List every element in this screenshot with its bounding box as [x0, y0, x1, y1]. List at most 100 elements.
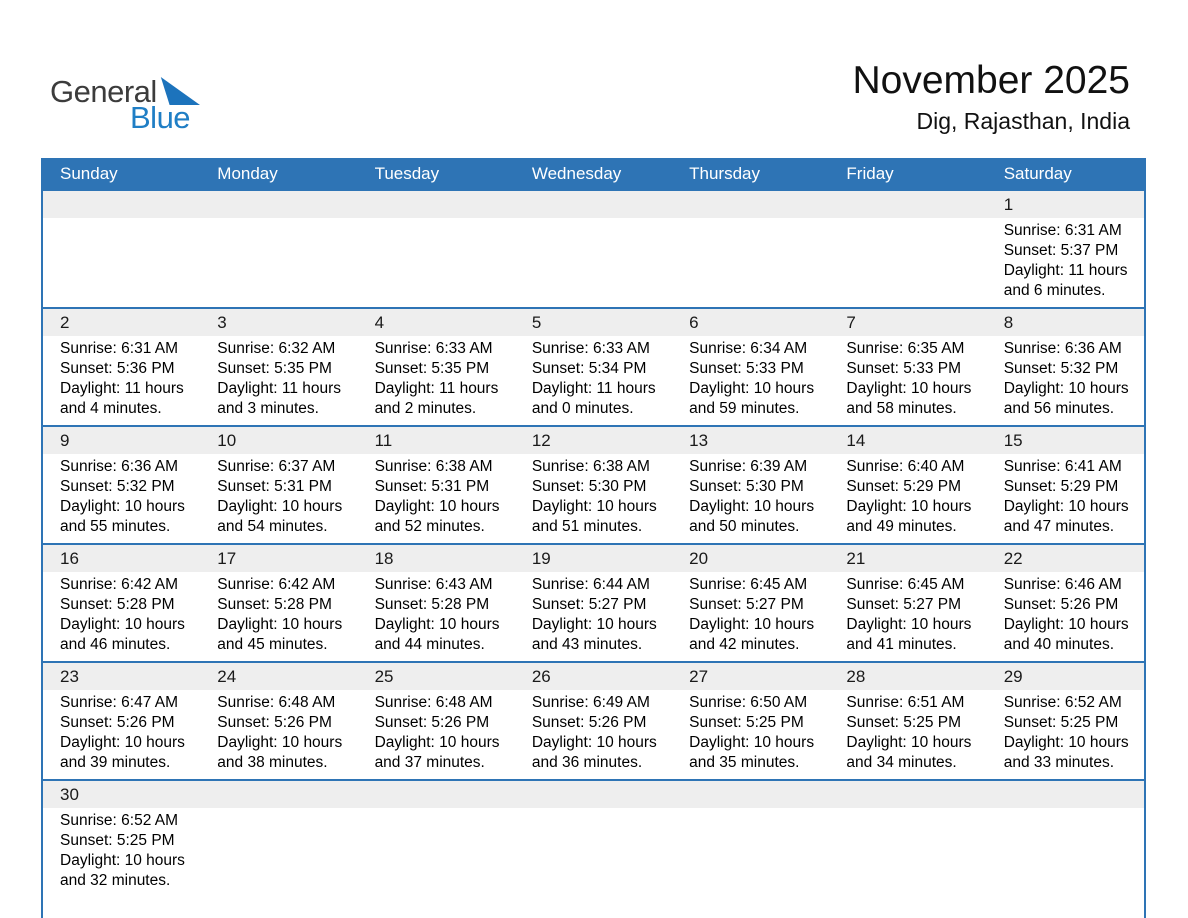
day-detail-line: Sunset: 5:33 PM [689, 360, 804, 377]
day-detail-line: Sunrise: 6:52 AM [1003, 694, 1122, 711]
day-detail-line: Daylight: 10 hours [531, 498, 657, 515]
day-detail-line: Daylight: 10 hours [217, 734, 343, 751]
day-detail-line: and 37 minutes. [374, 754, 485, 771]
day-detail-line: Sunset: 5:36 PM [60, 360, 175, 377]
day-detail-line: Daylight: 10 hours [60, 616, 185, 633]
weekday-label-friday: Friday [846, 164, 894, 183]
day-cell: 7 Sunrise: 6:35 AM Sunset: 5:33 PM Daylight… [829, 309, 987, 425]
empty-day-cell [357, 191, 515, 307]
day-detail-line: and 59 minutes. [689, 400, 800, 417]
day-detail-line: Sunset: 5:30 PM [689, 478, 804, 495]
empty-day-cell [672, 191, 830, 307]
day-detail-line: and 39 minutes. [60, 754, 171, 771]
day-number-empty [514, 191, 673, 218]
day-detail-line: Daylight: 10 hours [374, 498, 500, 515]
day-number-empty [200, 781, 358, 808]
day-details: Sunrise: 6:45 AM Sunset: 5:27 PM Daylight:… [829, 572, 986, 661]
day-detail-line: Sunrise: 6:41 AM [1003, 458, 1122, 475]
weekday-label-monday: Monday [217, 164, 278, 183]
day-details: Sunrise: 6:34 AM Sunset: 5:33 PM Daylight:… [672, 336, 829, 425]
day-detail-line: Sunset: 5:34 PM [531, 360, 647, 377]
day-detail-line: and 2 minutes. [374, 400, 477, 417]
empty-day-cell [829, 191, 987, 307]
weekday-label-tuesday: Tuesday [374, 164, 440, 183]
day-cell: 26 Sunrise: 6:49 AM Sunset: 5:26 PM Dayligh… [514, 663, 673, 779]
empty-day-cell [829, 781, 987, 897]
day-cell: 30 Sunrise: 6:52 AM Sunset: 5:25 PM Dayligh… [43, 781, 201, 897]
day-number: 29 [986, 663, 1144, 690]
day-detail-line: Sunset: 5:32 PM [1003, 360, 1119, 377]
day-number-empty [357, 191, 515, 218]
day-details: Sunrise: 6:36 AM Sunset: 5:32 PM Daylight:… [43, 454, 200, 543]
day-detail-line: Sunset: 5:30 PM [531, 478, 647, 495]
day-detail-line: Sunrise: 6:45 AM [846, 576, 965, 593]
day-detail-line: Daylight: 10 hours [374, 616, 500, 633]
empty-day-cell [514, 191, 673, 307]
day-number: 20 [672, 545, 830, 572]
day-detail-line: Sunrise: 6:36 AM [60, 458, 179, 475]
day-number: 22 [986, 545, 1144, 572]
day-number-empty [829, 191, 987, 218]
day-detail-line: Daylight: 10 hours [1003, 616, 1129, 633]
day-number: 4 [357, 309, 515, 336]
day-cell: 20 Sunrise: 6:45 AM Sunset: 5:27 PM Dayligh… [672, 545, 830, 661]
day-detail-line: Sunset: 5:35 PM [217, 360, 332, 377]
day-detail-line: Sunset: 5:28 PM [217, 596, 332, 613]
day-number-empty [986, 781, 1144, 808]
day-details: Sunrise: 6:52 AM Sunset: 5:25 PM Daylight:… [987, 690, 1144, 779]
day-number: 10 [200, 427, 358, 454]
day-detail-line: Daylight: 10 hours [689, 498, 815, 515]
weekday-label-sunday: Sunday [60, 164, 118, 183]
day-cell: 4 Sunrise: 6:33 AM Sunset: 5:35 PM Daylight… [357, 309, 515, 425]
day-detail-line: and 33 minutes. [1003, 754, 1114, 771]
day-number: 26 [514, 663, 673, 690]
day-number-empty [357, 781, 515, 808]
empty-day-cell [986, 781, 1144, 897]
day-detail-line: Sunrise: 6:50 AM [689, 694, 808, 711]
day-detail-line: and 50 minutes. [689, 518, 800, 535]
day-cell: 5 Sunrise: 6:33 AM Sunset: 5:34 PM Daylight… [514, 309, 673, 425]
day-detail-line: Daylight: 10 hours [531, 616, 657, 633]
day-number: 14 [829, 427, 987, 454]
day-detail-line: Sunset: 5:31 PM [217, 478, 332, 495]
day-detail-line: Sunrise: 6:42 AM [60, 576, 179, 593]
day-cell: 19 Sunrise: 6:44 AM Sunset: 5:27 PM Dayligh… [514, 545, 673, 661]
day-detail-line: Daylight: 10 hours [374, 734, 500, 751]
day-detail-line: and 42 minutes. [689, 636, 800, 653]
day-details: Sunrise: 6:50 AM Sunset: 5:25 PM Daylight:… [672, 690, 829, 779]
day-number: 8 [986, 309, 1144, 336]
day-detail-line: Sunrise: 6:33 AM [374, 340, 493, 357]
day-detail-line: Daylight: 11 hours [217, 380, 342, 397]
day-detail-line: and 4 minutes. [60, 400, 162, 417]
day-detail-line: and 38 minutes. [217, 754, 328, 771]
day-detail-line: and 36 minutes. [531, 754, 643, 771]
weekday-header-row: Sunday Monday Tuesday Wednesday Thursday Frid… [43, 158, 1144, 189]
day-details: Sunrise: 6:39 AM Sunset: 5:30 PM Daylight:… [672, 454, 829, 543]
day-detail-line: Daylight: 11 hours [374, 380, 499, 397]
day-detail-line: Daylight: 10 hours [1003, 498, 1129, 515]
day-detail-line: Sunrise: 6:36 AM [1003, 340, 1122, 357]
day-details: Sunrise: 6:47 AM Sunset: 5:26 PM Daylight:… [43, 690, 200, 779]
day-detail-line: Sunset: 5:25 PM [846, 714, 962, 731]
day-detail-line: Sunrise: 6:42 AM [217, 576, 336, 593]
day-cell: 23 Sunrise: 6:47 AM Sunset: 5:26 PM Dayligh… [43, 663, 201, 779]
calendar-table: Sunday Monday Tuesday Wednesday Thursday Frid… [41, 158, 1146, 918]
day-detail-line: and 56 minutes. [1003, 400, 1114, 417]
day-cell: 15 Sunrise: 6:41 AM Sunset: 5:29 PM Dayligh… [986, 427, 1144, 543]
calendar-weeks: 1 Sunrise: 6:31 AM Sunset: 5:37 PM Daylight… [43, 189, 1144, 897]
day-detail-line: Daylight: 10 hours [60, 852, 185, 869]
day-detail-line: Daylight: 10 hours [846, 616, 972, 633]
day-detail-line: Sunrise: 6:52 AM [60, 812, 179, 829]
day-number: 11 [357, 427, 515, 454]
day-details: Sunrise: 6:43 AM Sunset: 5:28 PM Daylight:… [358, 572, 515, 661]
weekday-label-saturday: Saturday [1003, 164, 1072, 183]
day-detail-line: Sunrise: 6:51 AM [846, 694, 965, 711]
day-number: 2 [43, 309, 201, 336]
week-row: 30 Sunrise: 6:52 AM Sunset: 5:25 PM Dayligh… [43, 779, 1144, 897]
day-detail-line: Sunset: 5:25 PM [60, 832, 175, 849]
day-detail-line: and 3 minutes. [217, 400, 319, 417]
day-detail-line: Sunrise: 6:46 AM [1003, 576, 1122, 593]
day-number: 6 [672, 309, 830, 336]
day-detail-line: and 45 minutes. [217, 636, 328, 653]
day-detail-line: Sunset: 5:37 PM [1003, 242, 1119, 259]
